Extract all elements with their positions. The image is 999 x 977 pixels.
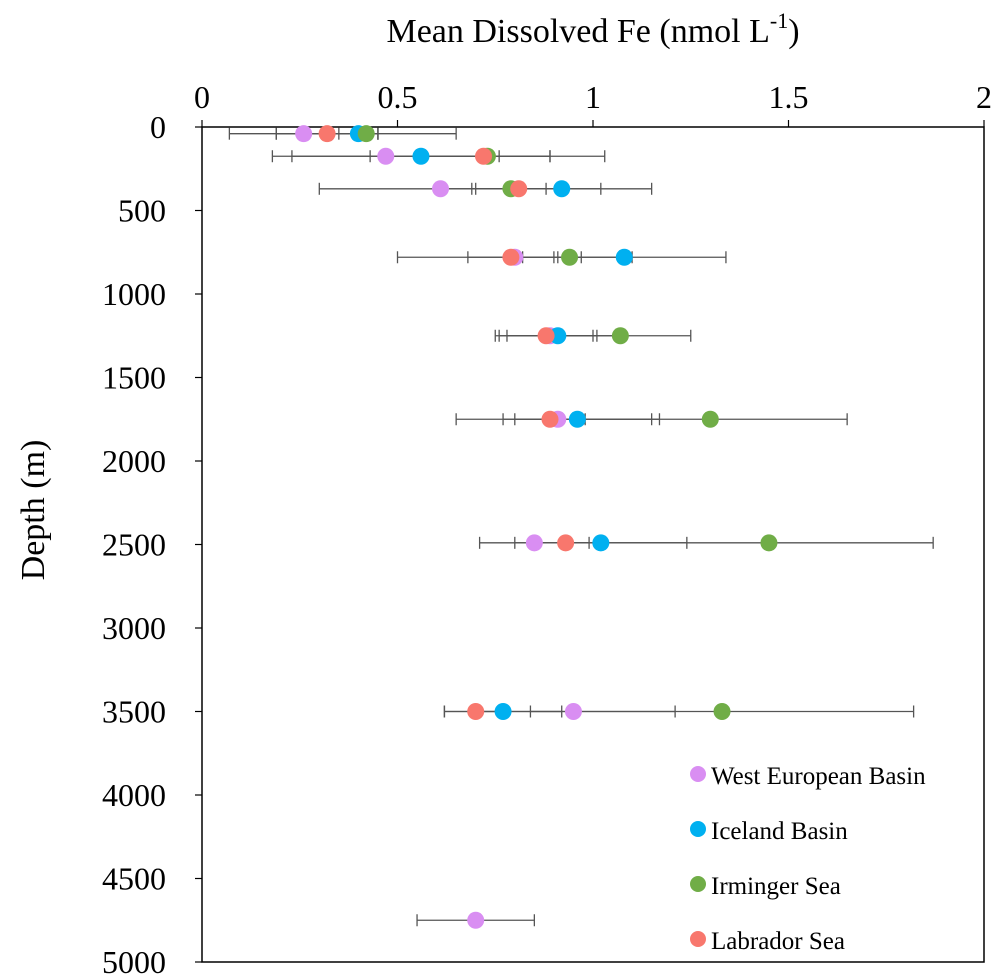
x-axis-title: Mean Dissolved Fe (nmol L-1) xyxy=(386,8,799,50)
y-tick-label: 3000 xyxy=(102,610,166,646)
x-tick-label: 0 xyxy=(194,79,210,115)
x-tick-label: 1.5 xyxy=(769,79,809,115)
y-tick-label: 4500 xyxy=(102,861,166,897)
x-tick-label: 2 xyxy=(976,79,992,115)
legend-label-labrador-sea: Labrador Sea xyxy=(711,928,845,955)
data-point-west-european-basin xyxy=(295,125,313,143)
data-point-west-european-basin xyxy=(377,147,395,165)
data-point-iceland-basin xyxy=(412,147,430,165)
data-point-labrador-sea xyxy=(557,534,575,552)
legend-marker-west-european-basin xyxy=(690,766,706,782)
data-point-irminger-sea xyxy=(561,248,579,266)
y-tick-label: 4000 xyxy=(102,777,166,813)
legend-label-irminger-sea: Irminger Sea xyxy=(711,873,841,900)
data-point-labrador-sea xyxy=(537,327,555,345)
legend-marker-iceland-basin xyxy=(690,821,706,837)
y-tick-label: 3500 xyxy=(102,694,166,730)
data-point-labrador-sea xyxy=(502,248,520,266)
data-point-west-european-basin xyxy=(525,534,543,552)
y-tick-label: 0 xyxy=(150,109,166,145)
y-tick-label: 500 xyxy=(118,193,166,229)
y-tick-label: 1000 xyxy=(102,276,166,312)
data-point-west-european-basin xyxy=(564,703,582,720)
data-point-west-european-basin xyxy=(432,180,450,198)
data-point-iceland-basin xyxy=(549,327,567,345)
legend-label-iceland-basin: Iceland Basin xyxy=(711,818,848,845)
data-point-labrador-sea xyxy=(475,147,493,165)
y-axis-title: Depth (m) xyxy=(15,440,52,581)
data-point-iceland-basin xyxy=(615,248,633,266)
y-tick-label: 2500 xyxy=(102,527,166,563)
data-point-iceland-basin xyxy=(494,703,512,720)
data-point-irminger-sea xyxy=(611,327,629,345)
data-point-labrador-sea xyxy=(318,125,336,143)
data-point-labrador-sea xyxy=(467,703,485,720)
data-point-labrador-sea xyxy=(541,410,559,428)
y-tick-label: 1500 xyxy=(102,360,166,396)
data-point-irminger-sea xyxy=(760,534,778,552)
legend-label-west-european-basin: West European Basin xyxy=(711,763,926,790)
legend-marker-labrador-sea xyxy=(690,931,706,947)
y-tick-label: 5000 xyxy=(102,944,166,977)
data-point-iceland-basin xyxy=(568,410,586,428)
data-point-irminger-sea xyxy=(701,410,719,428)
plot-area xyxy=(201,126,985,963)
data-point-irminger-sea xyxy=(713,703,731,720)
data-point-iceland-basin xyxy=(553,180,571,198)
data-point-irminger-sea xyxy=(357,125,375,143)
y-tick-label: 2000 xyxy=(102,443,166,479)
data-point-labrador-sea xyxy=(510,180,528,198)
data-point-iceland-basin xyxy=(592,534,610,552)
data-point-west-european-basin xyxy=(467,911,485,929)
x-tick-label: 1 xyxy=(585,79,601,115)
x-tick-label: 0.5 xyxy=(378,79,418,115)
legend-marker-irminger-sea xyxy=(690,876,706,892)
